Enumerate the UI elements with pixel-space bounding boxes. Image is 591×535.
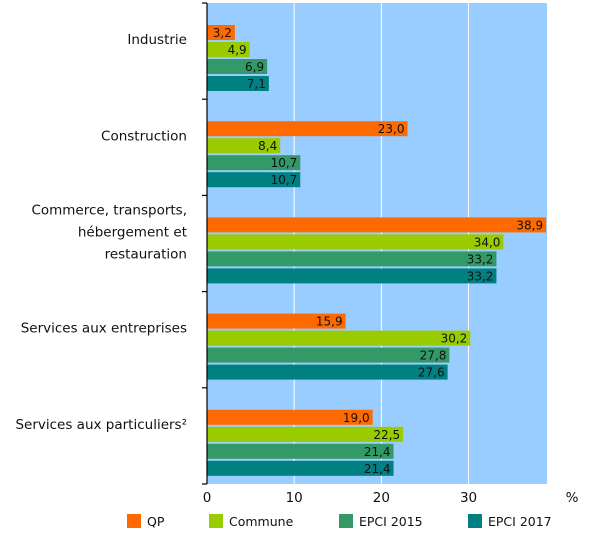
category-label: hébergement et bbox=[78, 225, 187, 241]
legend-label-qp: QP bbox=[147, 514, 165, 529]
value-label: 15,9 bbox=[316, 315, 343, 329]
value-label: 4,9 bbox=[228, 43, 247, 57]
legend-label-epci-2015: EPCI 2015 bbox=[359, 514, 423, 529]
x-tick-label: 20 bbox=[373, 490, 390, 506]
category-label: Services aux particuliers² bbox=[15, 417, 187, 433]
bar-qp-0 bbox=[207, 25, 235, 40]
bar-epci-2015-2 bbox=[207, 251, 497, 267]
value-label: 10,7 bbox=[271, 173, 298, 187]
bar-commune-0 bbox=[207, 42, 250, 57]
value-label: 21,4 bbox=[364, 462, 391, 476]
value-label: 38,9 bbox=[516, 218, 543, 232]
legend-swatch-qp bbox=[127, 514, 141, 528]
value-label: 27,8 bbox=[420, 349, 447, 363]
value-label: 19,0 bbox=[343, 411, 370, 425]
category-label: Construction bbox=[101, 128, 187, 144]
bar-epci-2015-3 bbox=[207, 347, 450, 363]
value-label: 23,0 bbox=[378, 122, 405, 136]
bar-epci-2017-0 bbox=[207, 76, 269, 91]
bar-epci-2015-1 bbox=[207, 155, 301, 171]
legend-label-commune: Commune bbox=[229, 514, 294, 529]
value-label: 21,4 bbox=[364, 445, 391, 459]
x-tick-label: 0 bbox=[203, 490, 212, 506]
bar-qp-1 bbox=[207, 121, 408, 137]
value-label: 8,4 bbox=[258, 139, 277, 153]
legend-swatch-commune bbox=[209, 514, 223, 528]
bar-epci-2015-0 bbox=[207, 59, 268, 74]
bar-qp-2 bbox=[207, 217, 547, 233]
value-label: 6,9 bbox=[245, 60, 264, 74]
legend-swatch-epci-2017 bbox=[468, 514, 482, 528]
bar-epci-2017-1 bbox=[207, 172, 301, 188]
value-label: 33,2 bbox=[467, 269, 494, 283]
bar-qp-4 bbox=[207, 409, 373, 425]
category-label: restauration bbox=[105, 247, 187, 263]
x-axis-unit: % bbox=[566, 490, 579, 506]
x-tick-label: 10 bbox=[286, 490, 303, 506]
bar-commune-4 bbox=[207, 426, 404, 442]
legend-swatch-epci-2015 bbox=[339, 514, 353, 528]
category-label: Services aux entreprises bbox=[21, 321, 187, 337]
value-label: 22,5 bbox=[373, 428, 400, 442]
bar-commune-2 bbox=[207, 234, 504, 250]
bar-commune-1 bbox=[207, 138, 281, 154]
bar-epci-2017-2 bbox=[207, 268, 497, 284]
bar-epci-2017-3 bbox=[207, 364, 448, 380]
value-label: 30,2 bbox=[441, 332, 468, 346]
legend-label-epci-2017: EPCI 2017 bbox=[488, 514, 552, 529]
value-label: 3,2 bbox=[213, 26, 232, 40]
bar-epci-2017-4 bbox=[207, 460, 394, 476]
value-label: 33,2 bbox=[467, 252, 494, 266]
value-label: 27,6 bbox=[418, 366, 445, 380]
value-label: 10,7 bbox=[271, 156, 298, 170]
category-label: Commerce, transports, bbox=[31, 203, 187, 219]
bar-epci-2015-4 bbox=[207, 443, 394, 459]
bar-qp-3 bbox=[207, 313, 346, 329]
bar-commune-3 bbox=[207, 330, 471, 346]
value-label: 7,1 bbox=[247, 77, 266, 91]
category-label: Industrie bbox=[127, 32, 187, 48]
x-tick-label: 30 bbox=[460, 490, 477, 506]
value-label: 34,0 bbox=[474, 235, 501, 249]
